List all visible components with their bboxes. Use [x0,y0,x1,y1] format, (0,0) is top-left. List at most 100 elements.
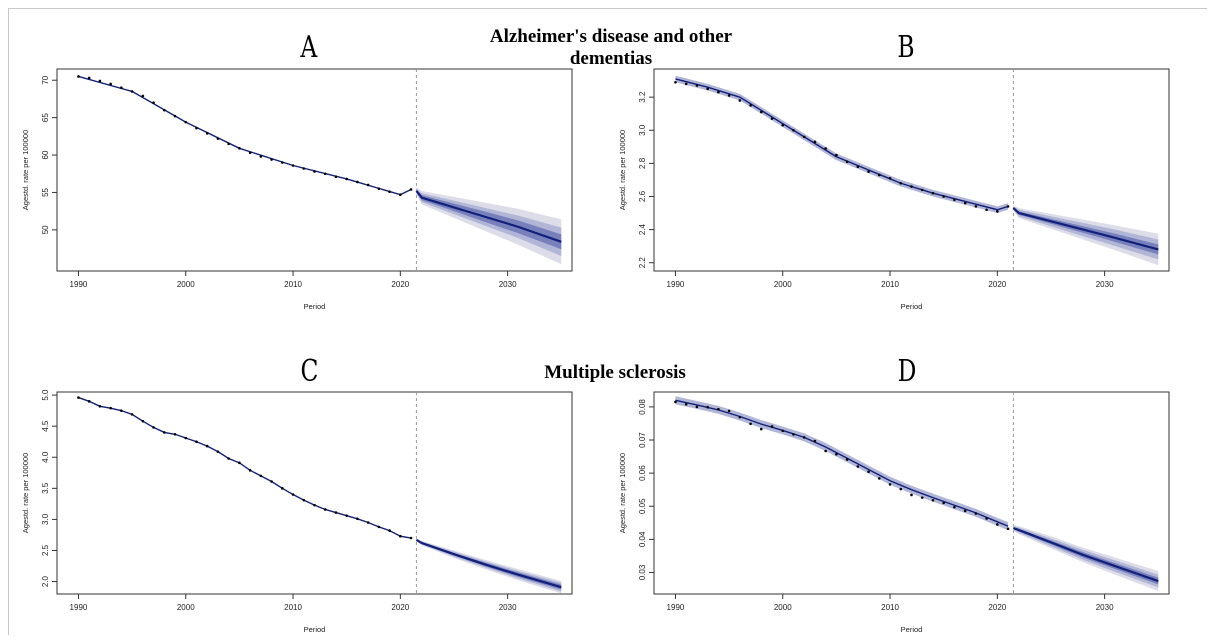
y-axis-label: Agestd. rate per 100000 [21,130,30,210]
observed-point [356,517,359,521]
x-axis-label: Period [901,302,923,311]
y-tick-label: 2.4 [638,223,647,235]
observed-point [227,457,230,460]
observed-point [802,436,806,439]
y-tick-label: 3.0 [41,513,50,525]
observed-point [974,205,978,208]
observed-point [749,422,752,426]
observed-point [195,126,198,130]
y-tick-label: 4.5 [41,420,50,432]
projection-mean-line [1012,207,1159,251]
observed-point [77,396,80,399]
section-title-multiple-sclerosis: Multiple sclerosis [544,362,686,383]
observed-point [727,409,731,413]
observed-point [162,431,166,434]
observed-point [409,188,413,191]
x-tick-label: 2000 [774,603,792,612]
observed-point [824,147,827,150]
observed-point [867,170,870,173]
observed-point [152,101,155,104]
observed-point [888,176,892,180]
y-tick-label: 0.04 [638,531,647,547]
y-axis-label: Agestd. rate per 100000 [618,453,627,533]
fitted-line [675,399,1009,527]
observed-point [738,99,742,102]
panel-label-b: B [897,30,915,65]
x-tick-label: 1990 [667,603,685,612]
observed-point [291,493,295,496]
observed-point [920,496,924,499]
observed-point [130,413,134,416]
y-axis-label: Agestd. rate per 100000 [618,130,627,210]
x-axis-label: Period [304,625,326,634]
x-axis-label: Period [304,302,326,311]
observed-point [270,480,273,483]
observed-point [109,82,112,86]
observed-point [727,94,731,97]
observed-point [963,201,967,205]
y-tick-label: 2.2 [638,257,647,269]
observed-point [259,474,263,478]
y-tick-label: 65 [41,113,50,122]
projection-band-inner [416,189,562,250]
x-tick-label: 2000 [177,280,195,289]
observed-point [366,521,370,524]
x-tick-label: 2030 [1096,280,1114,289]
observed-point [931,498,935,502]
observed-point [759,427,763,431]
observed-point [87,400,91,403]
observed-point [184,436,188,440]
observed-point [248,151,252,155]
observed-point [238,461,241,465]
observed-point [377,187,381,191]
observed-point [323,172,327,176]
observed-point [813,140,817,144]
observed-point [706,87,709,91]
observed-point [141,94,145,98]
observed-point [270,158,273,161]
x-tick-label: 2020 [391,603,409,612]
observed-point [1006,205,1010,208]
observed-point [334,511,338,514]
observed-point [878,173,881,177]
observed-point [899,181,903,185]
observed-point [173,114,177,118]
observed-point [738,415,742,419]
observed-point [695,405,699,409]
observed-point [98,79,102,83]
observed-point [674,400,677,404]
observed-point [813,439,817,443]
observed-point [313,503,316,507]
observed-point [345,177,348,181]
observed-point [281,487,284,490]
observed-point [399,534,402,538]
observed-point [717,90,720,94]
plot-area [56,68,573,272]
x-tick-label: 2030 [499,603,517,612]
observed-point [227,142,230,146]
fitted-line [78,396,412,539]
observed-point [931,191,935,195]
y-tick-label: 4.0 [41,451,50,463]
observed-point [313,170,316,173]
x-tick-label: 2010 [881,603,899,612]
observed-point [684,82,688,86]
observed-point [910,493,913,497]
observed-point [205,444,209,448]
plot-area [56,391,573,595]
observed-point [87,76,91,80]
panel-label-c: C [300,354,319,389]
x-axis-label: Period [901,625,923,634]
observed-point [899,487,903,491]
y-tick-label: 0.05 [638,498,647,514]
observed-point [759,110,763,114]
y-tick-label: 5.0 [41,389,50,401]
observed-point [770,425,774,428]
x-tick-label: 2010 [881,280,899,289]
observed-point [920,188,924,192]
observed-point [388,529,391,532]
projection-mean-line [415,538,562,589]
